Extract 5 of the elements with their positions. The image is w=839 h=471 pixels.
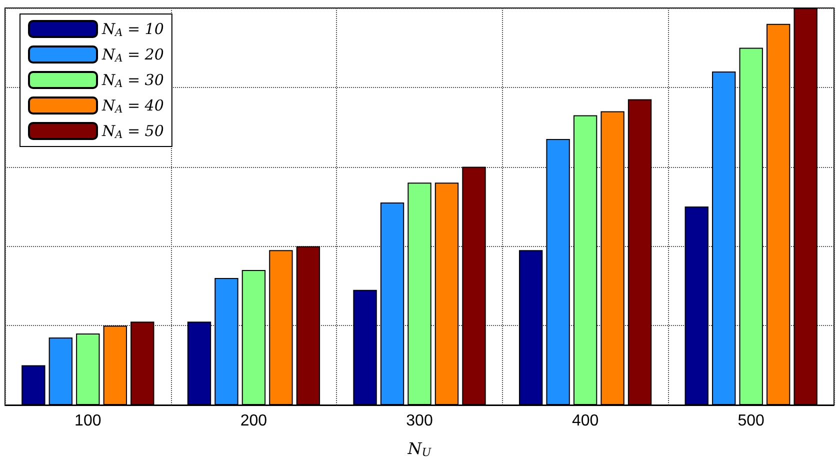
x-tick-label: 100 [74, 412, 102, 430]
x-tick-label: 500 [738, 412, 765, 430]
x-tick-label: 200 [240, 412, 268, 430]
x-tick-label: 300 [406, 412, 433, 430]
x-tick-label: 400 [572, 412, 599, 430]
